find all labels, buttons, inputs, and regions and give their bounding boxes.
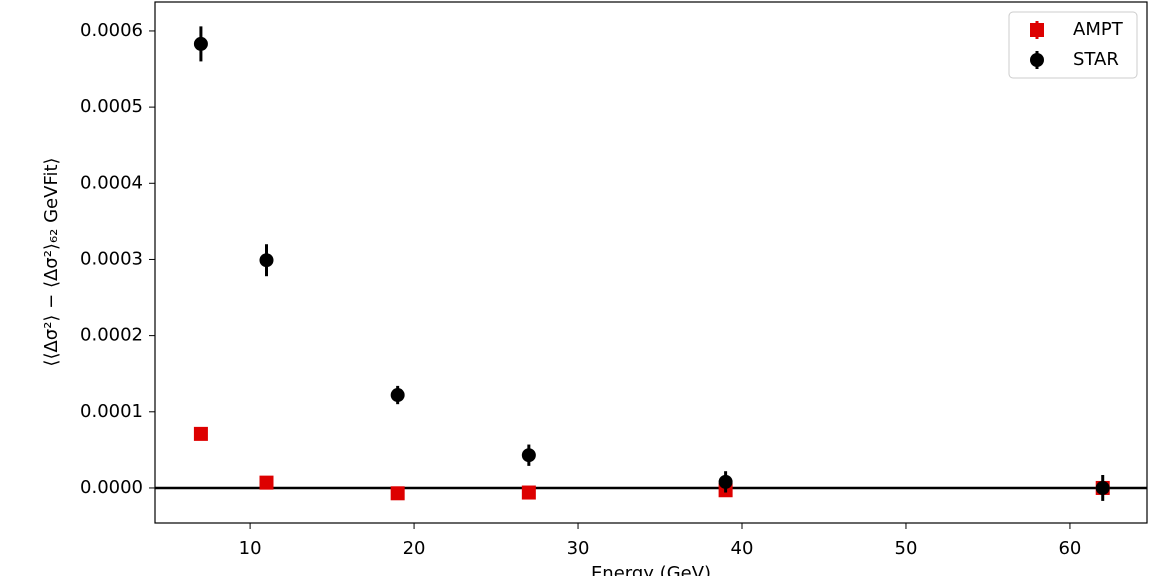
y-tick-label: 0.0006 [80, 20, 143, 41]
x-tick-label: 30 [567, 538, 590, 559]
legend-marker [1030, 53, 1044, 67]
x-tick-label: 50 [895, 538, 918, 559]
y-tick-label: 0.0000 [80, 477, 143, 498]
data-point [259, 253, 274, 268]
data-point [390, 486, 405, 501]
data-point [521, 448, 536, 463]
data-point [718, 474, 733, 489]
x-tick-label: 20 [403, 538, 426, 559]
legend-label: STAR [1073, 49, 1119, 70]
data-point [193, 426, 208, 441]
y-tick-label: 0.0002 [80, 325, 143, 346]
x-tick-label: 10 [239, 538, 262, 559]
y-tick-label: 0.0005 [80, 96, 143, 117]
data-point [193, 36, 208, 51]
data-point [1095, 480, 1110, 495]
x-axis-label: Energy (GeV) [591, 563, 711, 576]
legend-label: AMPT [1073, 19, 1124, 40]
data-point [259, 475, 274, 490]
y-tick-label: 0.0001 [80, 401, 143, 422]
x-tick-label: 60 [1058, 538, 1081, 559]
legend-marker [1030, 23, 1044, 37]
data-point [521, 485, 536, 500]
y-tick-label: 0.0004 [80, 172, 143, 193]
y-tick-label: 0.0003 [80, 248, 143, 269]
y-axis-label: ⟨⟨Δσ²⟩ − ⟨Δσ²⟩₆₂ GeVFit⟩ [41, 157, 62, 366]
plot-frame [154, 1, 1148, 524]
data-point [390, 388, 405, 403]
x-tick-label: 40 [731, 538, 754, 559]
